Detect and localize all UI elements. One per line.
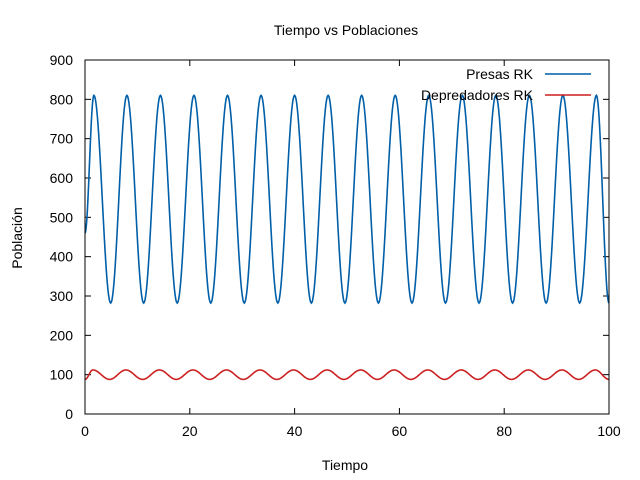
x-axis-label: Tiempo [322,457,368,473]
y-tick-label: 200 [50,327,74,343]
y-tick-label: 300 [50,288,74,304]
x-tick-label: 0 [81,423,89,439]
axis-ticks: 0 100 200 300 400 500 600 700 800 900 0 20 40 60 80 100 [50,52,621,439]
x-tick-label: 60 [392,423,408,439]
legend: Presas RK Depredadores RK [421,66,591,103]
x-tick-label: 80 [496,423,512,439]
x-tick-label: 20 [182,423,198,439]
plot-frame [84,59,610,415]
legend-label: Depredadores RK [421,87,534,103]
y-tick-label: 700 [50,131,74,147]
y-tick-label: 500 [50,209,74,225]
y-tick-label: 900 [50,52,74,68]
y-tick-label: 0 [65,406,73,422]
y-tick-label: 800 [50,91,74,107]
series-line-presas [84,93,610,305]
series-line-depredadores [84,369,610,381]
y-tick-label: 600 [50,170,74,186]
legend-label: Presas RK [466,66,534,82]
chart-title: Tiempo vs Poblaciones [274,22,418,38]
x-tick-label: 40 [287,423,303,439]
series-group [84,93,610,381]
y-tick-label: 100 [50,367,74,383]
y-axis-label: Población [9,207,25,269]
x-tick-label: 100 [597,423,621,439]
y-tick-label: 400 [50,249,74,265]
